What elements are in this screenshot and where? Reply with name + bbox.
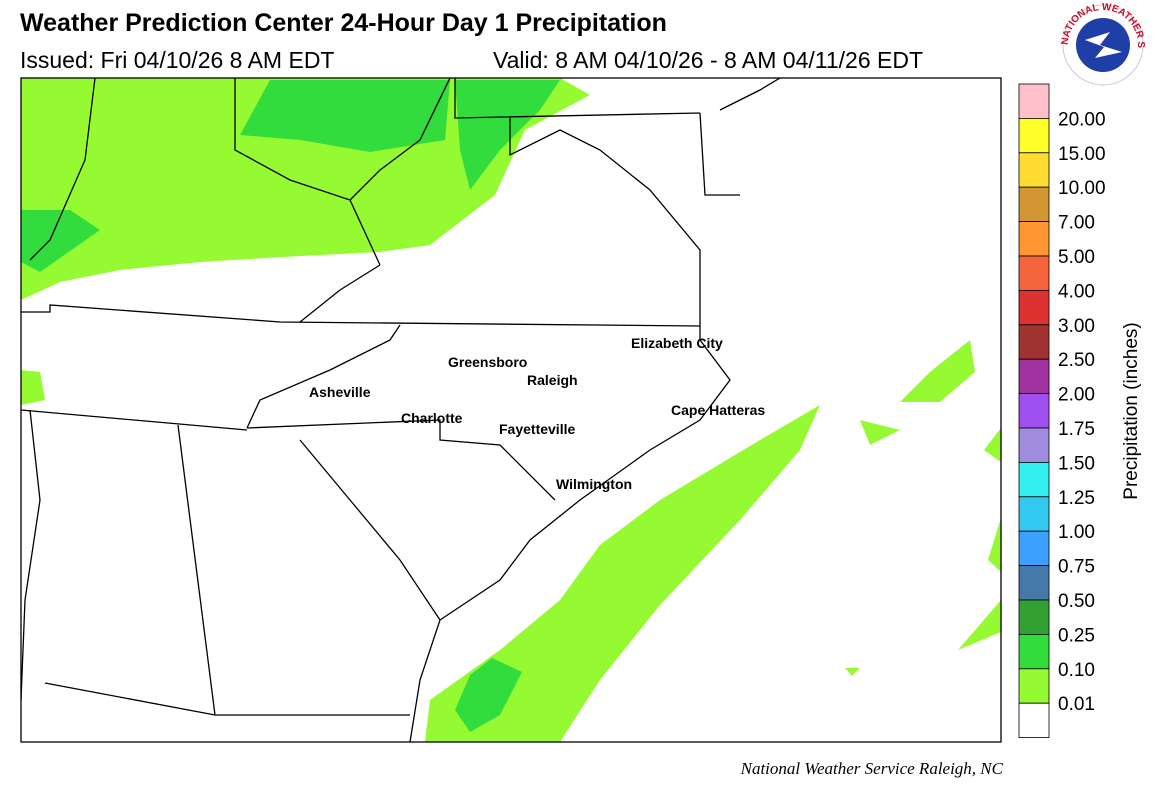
footer: National Weather Service Raleigh, NC bbox=[740, 759, 1004, 778]
legend-label: 20.00 bbox=[1058, 109, 1106, 130]
legend-swatch bbox=[1018, 289, 1050, 326]
issued: Issued: Fri 04/10/26 8 AM EDT bbox=[20, 47, 334, 73]
legend-label: 0.50 bbox=[1058, 591, 1095, 612]
legend-swatch bbox=[1018, 186, 1050, 222]
legend-swatch bbox=[1018, 427, 1050, 463]
legend-swatch bbox=[1018, 530, 1050, 567]
legend-label: 1.75 bbox=[1058, 419, 1095, 440]
legend-swatch bbox=[1018, 599, 1050, 635]
legend-swatch bbox=[1018, 668, 1050, 704]
legend-swatch bbox=[1018, 221, 1050, 257]
map: Greensboro Raleigh Elizabeth City Ashevi… bbox=[20, 77, 1002, 743]
city-label: Wilmington bbox=[556, 476, 632, 492]
legend-swatch bbox=[1018, 461, 1050, 498]
city-label: Cape Hatteras bbox=[671, 402, 765, 418]
legend-label: 3.00 bbox=[1058, 316, 1095, 337]
legend-swatch bbox=[1018, 358, 1050, 395]
legend-label: 10.00 bbox=[1058, 178, 1106, 199]
legend-label: 5.00 bbox=[1058, 247, 1095, 268]
legend-swatch bbox=[1018, 118, 1050, 154]
legend-label: 1.25 bbox=[1058, 488, 1095, 509]
legend-label: 0.75 bbox=[1058, 557, 1095, 578]
title: Weather Prediction Center 24-Hour Day 1 … bbox=[20, 9, 667, 37]
legend-label: 0.25 bbox=[1058, 625, 1095, 646]
legend-swatch bbox=[1018, 83, 1050, 119]
legend: Precipitation (inches) 20.00 15.00 10.00 7.… bbox=[1018, 83, 1142, 739]
legend-swatch bbox=[1018, 634, 1050, 670]
city-label: Charlotte bbox=[401, 410, 463, 426]
legend-swatch bbox=[1018, 702, 1050, 739]
legend-swatch bbox=[1018, 152, 1050, 188]
city-label: Elizabeth City bbox=[631, 335, 723, 351]
city-label: Fayetteville bbox=[499, 421, 575, 437]
legend-label: 15.00 bbox=[1058, 144, 1106, 165]
city-label: Asheville bbox=[309, 384, 371, 400]
legend-label: 1.00 bbox=[1058, 522, 1095, 543]
legend-swatch bbox=[1018, 255, 1050, 291]
legend-label: 2.50 bbox=[1058, 350, 1095, 371]
legend-label: 4.00 bbox=[1058, 281, 1095, 302]
legend-label: 0.10 bbox=[1058, 660, 1095, 681]
valid: Valid: 8 AM 04/10/26 - 8 AM 04/11/26 EDT bbox=[493, 47, 923, 73]
legend-swatch bbox=[1018, 324, 1050, 360]
legend-label: 2.00 bbox=[1058, 385, 1095, 406]
legend-swatch bbox=[1018, 565, 1050, 601]
city-label: Greensboro bbox=[448, 354, 527, 370]
legend-label: 0.01 bbox=[1058, 694, 1095, 715]
legend-label: 7.00 bbox=[1058, 213, 1095, 234]
legend-label: 1.50 bbox=[1058, 453, 1095, 474]
legend-swatch bbox=[1018, 496, 1050, 532]
legend-title: Precipitation (inches) bbox=[1121, 322, 1142, 499]
city-label: Raleigh bbox=[527, 372, 578, 388]
legend-swatch bbox=[1018, 393, 1050, 429]
